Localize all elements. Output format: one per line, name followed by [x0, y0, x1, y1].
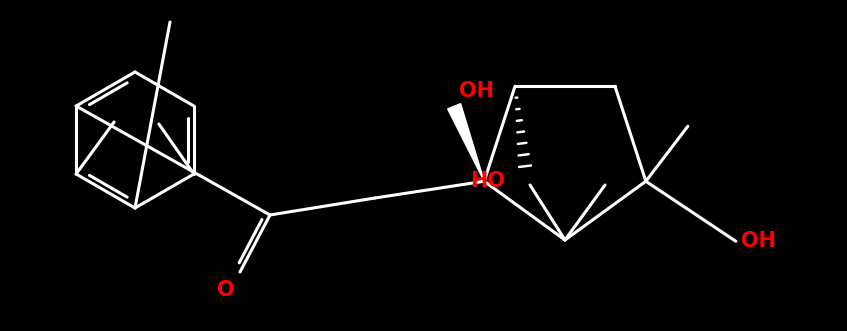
Text: OH: OH — [459, 81, 494, 101]
Text: HO: HO — [470, 171, 505, 191]
Text: O: O — [218, 280, 235, 300]
Text: OH: OH — [741, 231, 776, 251]
Polygon shape — [448, 104, 484, 181]
